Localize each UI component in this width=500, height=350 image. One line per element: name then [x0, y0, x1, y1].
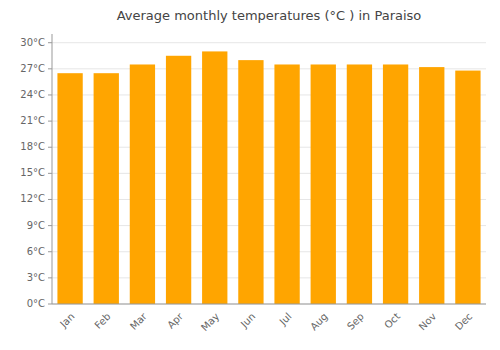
y-tick [48, 173, 52, 174]
y-axis: 0°C 3°C 6°C 9°C 12°C 15°C 18°C 21°C 24°C 27°C 30°C [20, 34, 52, 309]
x-tick-label: Nov [417, 311, 439, 333]
page: {"chart_data": {"type": "bar", "title": … [0, 0, 500, 350]
bar [130, 64, 155, 304]
y-tick [48, 147, 52, 148]
y-tick [48, 94, 52, 95]
bar [166, 56, 191, 304]
y-tick [48, 251, 52, 252]
x-tick-label: Oct [382, 311, 402, 331]
bar [347, 64, 372, 304]
y-tick-label: 15°C [20, 167, 45, 178]
bar [274, 64, 299, 304]
y-tick-label: 24°C [20, 89, 45, 100]
x-axis-line [52, 304, 486, 305]
y-tick-label: 27°C [20, 63, 45, 74]
y-axis-line [52, 34, 53, 304]
x-tick-label: Aug [308, 311, 330, 333]
bars [57, 51, 480, 304]
y-tick [48, 225, 52, 226]
bar [311, 64, 336, 304]
y-tick [48, 42, 52, 43]
grid [52, 43, 486, 304]
x-tick-label: Mar [128, 310, 150, 332]
y-tick [48, 277, 52, 278]
x-tick-label: Jan [57, 311, 76, 330]
y-tick-label: 6°C [27, 246, 45, 257]
y-tick [48, 199, 52, 200]
x-tick-label: Dec [453, 311, 474, 332]
x-tick-label: Sep [345, 311, 366, 332]
x-tick-label: Apr [165, 310, 186, 331]
x-axis: Jan Feb Mar Apr May Jun Jul Aug Sep Oct Nov Dec [52, 304, 486, 333]
y-tick-label: 12°C [20, 193, 45, 204]
bar [202, 51, 227, 304]
y-tick [48, 121, 52, 122]
x-tick-label: May [199, 311, 221, 333]
x-tick-label: Jul [277, 311, 294, 328]
y-tick-label: 18°C [20, 141, 45, 152]
y-tick-label: 9°C [27, 220, 45, 231]
bar [238, 60, 263, 304]
bar [57, 73, 82, 304]
chart-container: 0°C 3°C 6°C 9°C 12°C 15°C 18°C 21°C 24°C 27°C 30°C… [0, 0, 500, 350]
x-tick-label: Jun [238, 311, 258, 331]
grid-line [52, 304, 486, 305]
bar [94, 73, 119, 304]
y-tick-label: 3°C [27, 272, 45, 283]
y-tick [48, 68, 52, 69]
y-tick-label: 0°C [27, 298, 45, 309]
bar [419, 67, 444, 304]
grid-line [52, 42, 486, 43]
y-tick [48, 304, 52, 305]
y-tick-label: 30°C [20, 37, 45, 48]
title: Average monthly temperatures (°C ) in Pa… [117, 8, 422, 23]
bar [383, 64, 408, 304]
y-tick-label: 21°C [20, 115, 45, 126]
bar [455, 71, 480, 304]
x-tick-label: Feb [92, 311, 112, 331]
chart-svg: 0°C 3°C 6°C 9°C 12°C 15°C 18°C 21°C 24°C 27°C 30°C… [0, 0, 500, 350]
